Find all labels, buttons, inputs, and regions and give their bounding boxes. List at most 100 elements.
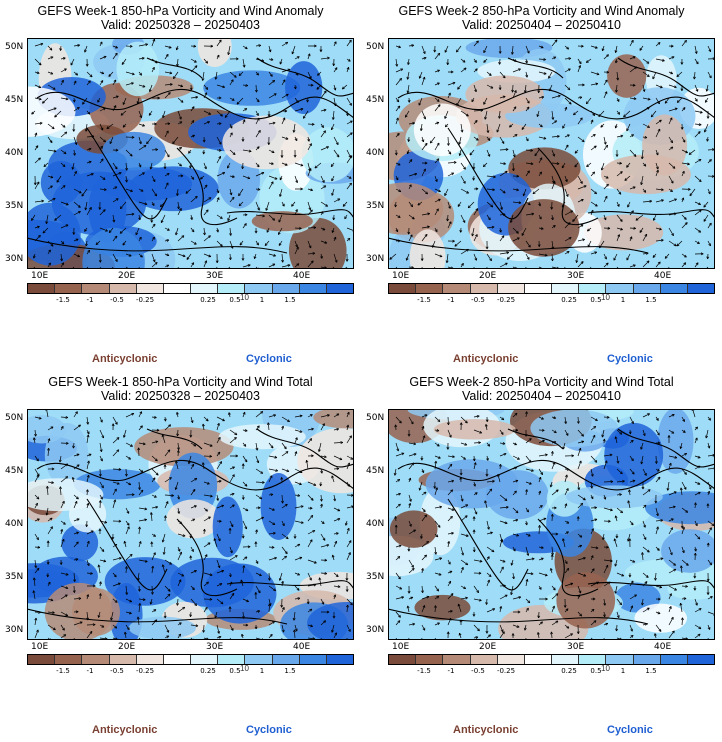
coastline xyxy=(507,57,564,79)
wind-arrow xyxy=(590,506,597,510)
wind-arrow xyxy=(125,520,130,526)
wind-arrow xyxy=(652,71,657,80)
wind-arrow xyxy=(241,253,245,261)
wind-arrow xyxy=(421,541,429,548)
wind-arrow xyxy=(307,44,317,48)
colorbar-tick: 0.5 xyxy=(590,667,602,675)
wind-arrow xyxy=(642,413,650,418)
wind-arrow xyxy=(577,572,587,577)
wind-arrow xyxy=(34,474,40,483)
wind-arrow xyxy=(668,559,676,566)
coastline xyxy=(388,608,649,625)
wind-arrow xyxy=(190,58,197,63)
colorbar-swatch xyxy=(524,284,553,293)
wind-arrow xyxy=(629,97,637,101)
wind-arrow xyxy=(395,620,401,626)
coastline xyxy=(27,237,288,254)
wind-arrow xyxy=(642,188,647,193)
wind-arrow xyxy=(486,253,492,262)
wind-arrow xyxy=(228,412,231,418)
wind-arrow xyxy=(460,188,469,194)
wind-arrow xyxy=(615,533,619,539)
wind-arrow xyxy=(138,56,145,60)
wind-arrow xyxy=(163,515,167,522)
wind-arrow xyxy=(84,123,88,132)
wind-arrow xyxy=(471,227,475,237)
wind-arrow xyxy=(408,214,415,220)
wind-arrow xyxy=(421,188,428,195)
vorticity-region xyxy=(409,229,446,269)
wind-arrow xyxy=(447,479,455,483)
wind-arrow xyxy=(112,624,118,629)
wind-arrow xyxy=(447,201,451,209)
wind-arrow xyxy=(164,264,170,268)
wind-arrow xyxy=(525,607,529,613)
wind-arrow xyxy=(34,617,38,626)
wind-arrow xyxy=(668,162,676,169)
wind-arrow xyxy=(293,84,297,90)
wind-arrow xyxy=(564,237,572,242)
lat-label: 45N xyxy=(5,95,24,105)
wind-arrow xyxy=(603,415,610,419)
wind-arrow xyxy=(98,201,102,210)
wind-arrow xyxy=(177,121,183,125)
wind-arrow xyxy=(242,556,248,561)
wind-arrow xyxy=(281,416,290,423)
wind-arrow xyxy=(486,531,493,535)
wind-arrow xyxy=(268,507,275,511)
wind-arrow xyxy=(421,161,428,165)
wind-arrow xyxy=(163,416,167,422)
wind-arrow xyxy=(346,527,350,535)
wind-arrow xyxy=(639,45,644,51)
wind-arrow xyxy=(538,253,548,257)
wind-arrow xyxy=(603,175,609,179)
wind-arrow xyxy=(124,468,128,477)
wind-arrow xyxy=(681,468,687,475)
wind-arrow xyxy=(278,240,283,246)
wind-arrow xyxy=(538,214,542,220)
colorbar-swatch xyxy=(552,655,580,664)
wind-arrow xyxy=(642,84,646,92)
wind-arrow xyxy=(229,592,235,600)
colorbar-tick: 0.5 xyxy=(590,296,602,304)
colorbar-swatch xyxy=(28,655,56,664)
wind-arrow xyxy=(99,136,106,143)
colorbar-tick: 1 xyxy=(620,667,626,675)
wind-arrow xyxy=(125,481,132,486)
wind-arrow xyxy=(616,188,622,195)
wind-arrow xyxy=(268,162,274,165)
wind-arrow xyxy=(447,172,455,177)
wind-arrow xyxy=(86,530,94,535)
wind-arrow xyxy=(707,490,711,496)
wind-arrow xyxy=(421,45,426,54)
wind-arrow xyxy=(434,585,440,592)
wind-arrow xyxy=(419,123,423,131)
wind-arrow xyxy=(421,110,426,120)
wind-arrow xyxy=(447,463,453,470)
wind-arrow xyxy=(294,414,303,418)
wind-arrow xyxy=(120,110,127,116)
wind-arrow xyxy=(213,538,218,548)
wind-arrow xyxy=(307,438,313,444)
wind-arrow xyxy=(320,455,327,459)
wind-arrow xyxy=(421,491,427,496)
wind-arrow xyxy=(472,611,476,617)
wind-arrow xyxy=(446,631,450,639)
wind-arrow xyxy=(642,107,650,112)
wind-arrow xyxy=(60,162,66,168)
wind-arrow xyxy=(47,581,51,587)
wind-arrow xyxy=(642,123,650,128)
wind-arrow xyxy=(551,94,561,99)
wind-arrow xyxy=(125,493,135,497)
wind-arrow xyxy=(320,620,327,626)
wind-arrow xyxy=(444,123,449,128)
wind-arrow xyxy=(47,107,57,112)
wind-arrow xyxy=(331,554,335,561)
wind-arrow xyxy=(590,201,598,207)
wind-arrow xyxy=(446,416,450,426)
wind-arrow xyxy=(84,45,88,53)
wind-arrow xyxy=(203,209,209,216)
wind-arrow xyxy=(281,580,284,587)
wind-arrow xyxy=(72,442,76,449)
wind-arrow xyxy=(616,455,620,464)
